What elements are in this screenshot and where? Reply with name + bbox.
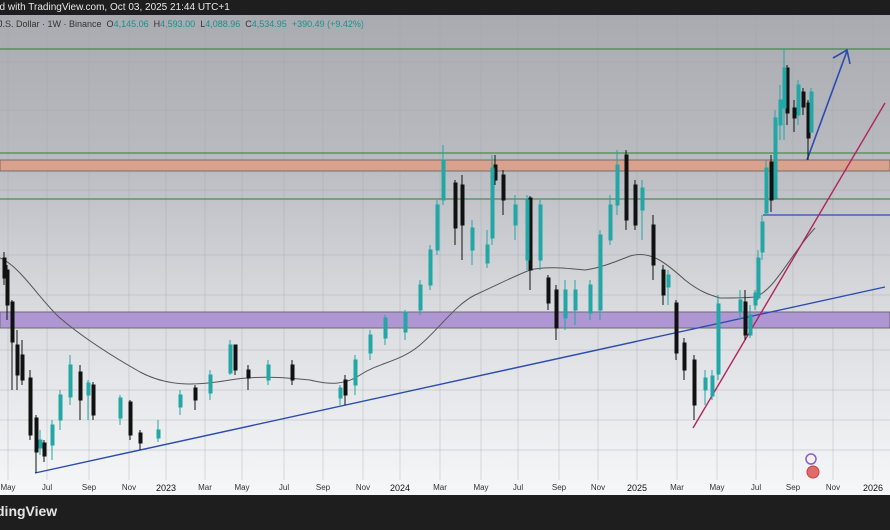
candles — [2, 48, 814, 473]
change-value: +390.49 (+9.42%) — [291, 19, 364, 29]
trendline-steep[interactable] — [692, 102, 886, 429]
tradingview-logo: dingView — [0, 503, 58, 519]
economic-event-flag-icon[interactable] — [806, 465, 820, 479]
grid — [0, 15, 890, 480]
snapshot-caption: ed with TradingView.com, Oct 03, 2025 21… — [0, 2, 230, 13]
top-bar: ed with TradingView.com, Oct 03, 2025 21… — [0, 0, 890, 15]
symbol-legend: J.S. Dollar · 1W · Binance O4,145.06 H4,… — [0, 19, 364, 29]
close-value: 4,534.95 — [251, 19, 287, 29]
high-value: 4,593.00 — [160, 19, 196, 29]
chart-pane[interactable]: J.S. Dollar · 1W · Binance O4,145.06 H4,… — [0, 15, 890, 495]
low-value: 4,088.96 — [205, 19, 241, 29]
arrow-head-icon — [832, 48, 851, 65]
projection-arrow[interactable] — [806, 50, 848, 161]
open-value: 4,145.06 — [113, 19, 149, 29]
moving-average-line — [0, 227, 816, 385]
price-plot — [0, 15, 890, 480]
dividend-event-icon[interactable] — [805, 453, 817, 465]
symbol-title: J.S. Dollar · 1W · Binance — [0, 19, 102, 29]
footer-bar: dingView — [0, 495, 890, 530]
trendline-long-support[interactable] — [34, 286, 886, 474]
